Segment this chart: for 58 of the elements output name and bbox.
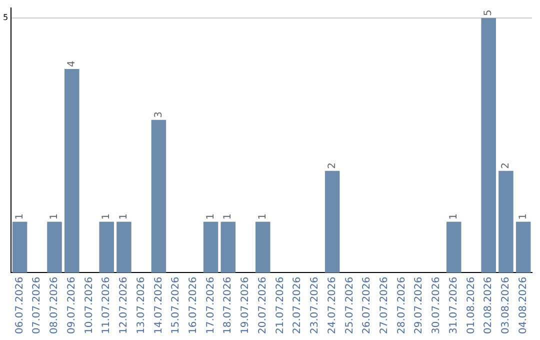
x-tick-label: 14.07.2026 [153,276,164,334]
x-tick-label: 06.07.2026 [14,276,26,334]
data-label: 1 [222,213,234,220]
bar [498,170,514,273]
data-label: 1 [14,213,26,220]
x-tick-label: 01.08.2026 [466,276,477,334]
x-tick-label: 17.07.2026 [205,276,216,334]
bar [47,222,62,273]
data-label: 5 [483,10,494,16]
x-tick-label: 13.07.2026 [136,276,147,334]
x-tick-label: 23.07.2026 [310,276,321,334]
x-tick-label: 22.07.2026 [292,276,304,334]
x-tick-label: 07.07.2026 [32,276,43,334]
bar [203,222,218,273]
x-tick-label: 08.07.2026 [49,276,60,334]
x-tick-label: 04.08.2026 [518,276,529,334]
x-tick-label: 25.07.2026 [344,276,356,334]
data-label: 1 [257,213,268,220]
bar [12,222,28,273]
bar [255,222,270,273]
x-tick-label: 26.07.2026 [362,276,373,334]
data-label: 2 [326,162,338,169]
x-tick-label: 15.07.2026 [170,276,182,334]
x-tick-label: 02.08.2026 [483,276,494,334]
bar [324,170,340,273]
x-tick-label: 31.07.2026 [448,276,460,334]
x-tick-label: 03.08.2026 [500,276,512,334]
data-label: 2 [500,162,512,169]
x-tick-label: 29.07.2026 [414,276,425,334]
x-tick-label: 28.07.2026 [396,276,408,334]
x-tick-label: 18.07.2026 [222,276,234,334]
bar [116,222,132,273]
bar [64,68,80,273]
x-tick-label: 20.07.2026 [257,276,268,334]
x-tick-label: 12.07.2026 [118,276,130,334]
data-label: 1 [118,213,130,220]
x-tick-label: 11.07.2026 [101,276,112,334]
bar [446,222,462,273]
data-label: 1 [518,213,529,220]
bar [481,18,496,273]
bar [220,222,236,273]
x-tick-label: 16.07.2026 [188,276,199,334]
data-label: 3 [153,112,164,118]
x-tick-label: 27.07.2026 [379,276,390,334]
x-tick-label: 21.07.2026 [274,276,286,334]
data-label: 1 [448,213,460,220]
x-tick-label: 19.07.2026 [240,276,252,334]
x-tick-label: 30.07.2026 [431,276,442,334]
x-tick-label: 24.07.2026 [326,276,338,334]
bar [151,120,166,273]
data-label: 1 [49,213,60,220]
data-label: 1 [101,213,112,220]
x-tick-label: 10.07.2026 [84,276,95,334]
x-tick-label: 09.07.2026 [66,276,78,334]
data-label: 4 [66,60,78,67]
data-label: 1 [205,213,216,220]
bar [516,222,531,273]
bar [99,222,114,273]
